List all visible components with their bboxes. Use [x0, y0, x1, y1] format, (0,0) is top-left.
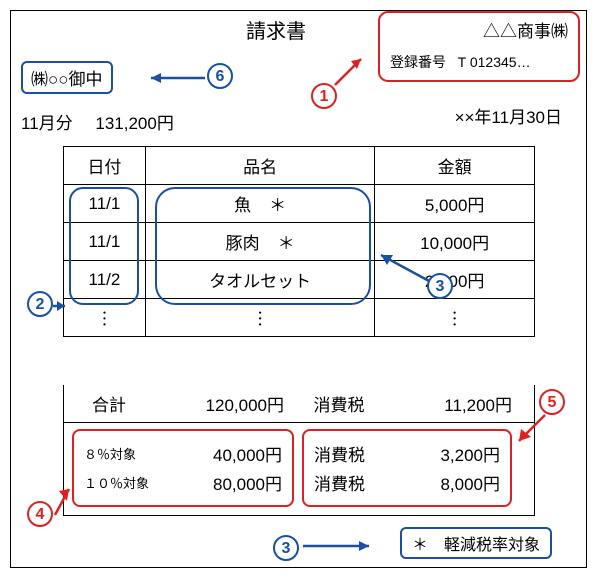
callout-3-top: 3: [427, 273, 453, 299]
callout-2: 2: [27, 291, 53, 317]
rate-label: １０％対象: [84, 473, 149, 492]
issue-date: ××年11月30日: [455, 103, 562, 128]
cell-name: タオルセット: [145, 261, 374, 299]
items-table: 日付 品名 金額 11/1 魚＊ 5,000円 11/1 豚肉＊ 10,000円…: [63, 146, 535, 337]
rate-amount: 40,000円: [213, 441, 282, 466]
callout-3-bottom: 3: [273, 535, 299, 561]
rate-line: 消費税 3,200円: [314, 441, 500, 466]
rate-right-box: 消費税 3,200円 消費税 8,000円: [302, 429, 512, 507]
rate-label: 消費税: [314, 470, 365, 495]
rate-line: １０％対象 80,000円: [84, 470, 282, 495]
rate-line: 消費税 8,000円: [314, 470, 500, 495]
totals-block: 合計 120,000円 消費税 11,200円 ８％対象 40,000円 １０％…: [63, 385, 535, 516]
ellipsis: ︙: [64, 299, 146, 337]
issuer-box: △△商事㈱ 登録番号 T 012345…: [378, 11, 580, 82]
period-row: 11月分 131,200円: [21, 109, 174, 134]
ellipsis: ︙: [375, 299, 535, 337]
doc-title: 請求書: [246, 15, 306, 44]
rate-left-box: ８％対象 40,000円 １０％対象 80,000円: [72, 429, 294, 507]
cell-date: 11/1: [64, 223, 146, 261]
totals-sum-row: 合計 120,000円 消費税 11,200円: [64, 385, 534, 423]
sum-label: 合計: [74, 391, 144, 416]
callout-1: 1: [311, 83, 337, 109]
rate-label: ８％対象: [84, 444, 136, 463]
rate-breakdown-row: ８％対象 40,000円 １０％対象 80,000円 消費税 3,200円 消費…: [64, 423, 534, 515]
reg-value: T 012345…: [458, 54, 531, 70]
reduced-rate-legend: ＊ 軽減税率対象: [400, 527, 552, 559]
table-row: 11/1 魚＊ 5,000円: [64, 185, 535, 223]
arrow-1: [329, 51, 369, 91]
period-label: 11月分: [21, 114, 73, 133]
table-row: 11/2 タオルセット 2,000円: [64, 261, 535, 299]
rate-line: ８％対象 40,000円: [84, 441, 282, 466]
cell-amount: 5,000円: [375, 185, 535, 223]
arrow-3-bottom: [301, 537, 381, 555]
callout-5: 5: [539, 389, 565, 415]
sum-value: 120,000円: [144, 391, 294, 416]
tax-label: 消費税: [294, 391, 384, 416]
cell-name: 魚＊: [145, 185, 374, 223]
callout-4: 4: [27, 501, 53, 527]
cell-amount: 2,000円: [375, 261, 535, 299]
cell-date: 11/2: [64, 261, 146, 299]
rate-label: 消費税: [314, 441, 365, 466]
arrow-6: [139, 69, 207, 87]
cell-amount: 10,000円: [375, 223, 535, 261]
cell-name: 豚肉＊: [145, 223, 374, 261]
issuer-registration: 登録番号 T 012345…: [390, 52, 568, 72]
cell-date: 11/1: [64, 185, 146, 223]
recipient-box: ㈱○○御中: [21, 61, 113, 94]
reduced-mark: ＊: [278, 234, 295, 253]
header-name: 品名: [145, 147, 374, 185]
header-amount: 金額: [375, 147, 535, 185]
invoice-sheet: 請求書 △△商事㈱ 登録番号 T 012345… ㈱○○御中 11月分 131,…: [10, 10, 587, 568]
rate-amount: 8,000円: [440, 470, 500, 495]
table-header-row: 日付 品名 金額: [64, 147, 535, 185]
rate-amount: 3,200円: [440, 441, 500, 466]
table-row: 11/1 豚肉＊ 10,000円: [64, 223, 535, 261]
issuer-name: △△商事㈱: [390, 17, 568, 42]
tax-value: 11,200円: [384, 391, 524, 416]
period-amount: 131,200円: [95, 114, 173, 133]
rate-amount: 80,000円: [213, 470, 282, 495]
ellipsis: ︙: [145, 299, 374, 337]
table-ellipsis-row: ︙ ︙ ︙: [64, 299, 535, 337]
header-date: 日付: [64, 147, 146, 185]
reg-label: 登録番号: [390, 54, 446, 70]
callout-6: 6: [207, 63, 233, 89]
reduced-mark: ＊: [269, 196, 286, 215]
